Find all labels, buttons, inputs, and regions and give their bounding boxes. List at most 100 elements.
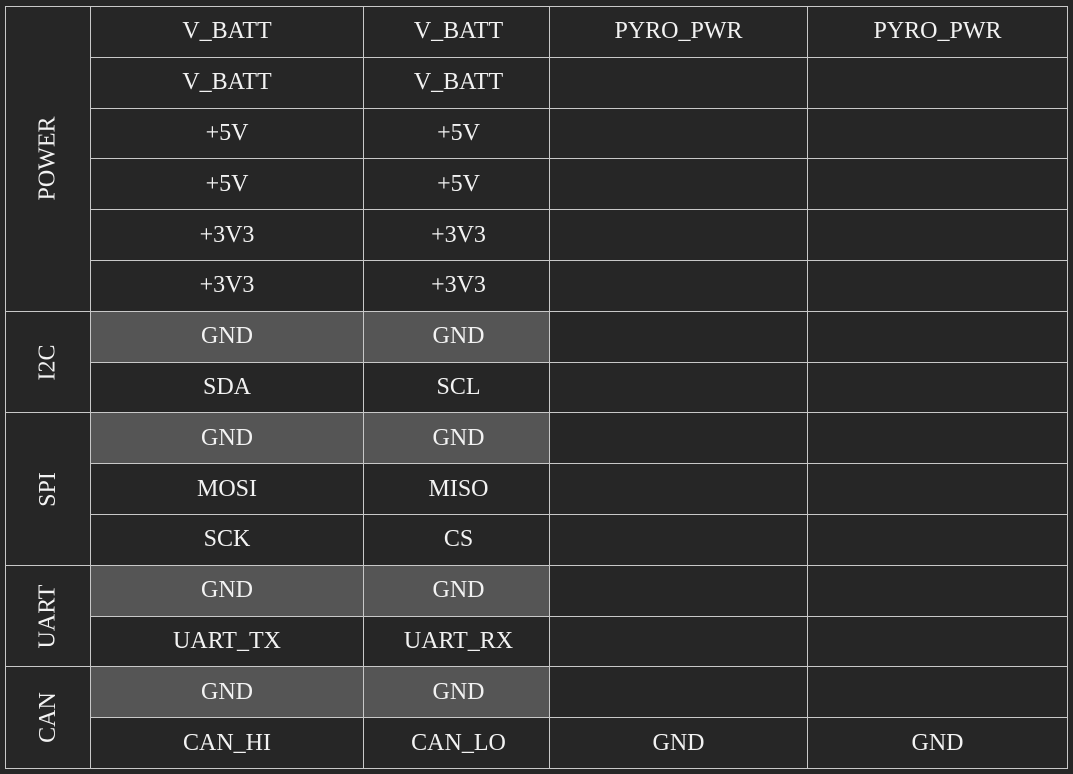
pin-name-cell: MOSI: [90, 463, 364, 515]
pin-row: SPI GND GND: [5, 412, 554, 566]
pin-row: CAN_HI CAN_LO: [6, 717, 554, 769]
pin-row: [549, 564, 1068, 617]
pin-name-cell: [807, 412, 1068, 465]
pin-row: PYRO_PWR PYRO_PWR: [549, 6, 1068, 58]
group-label-cell: I2C: [5, 310, 91, 414]
right-pinout-table: PYRO_PWR PYRO_PWR GND GND: [549, 6, 1068, 769]
pin-row: UART GND GND: [5, 564, 554, 668]
pin-name-cell: GND: [90, 412, 364, 465]
pin-name-cell: [807, 158, 1068, 211]
pin-name-cell: [549, 56, 808, 109]
pin-row: SDA SCL: [6, 361, 554, 414]
pin-row: [549, 158, 1068, 211]
pin-row: [549, 513, 1068, 566]
pin-name-cell: +3V3: [363, 209, 554, 261]
pin-name-cell: GND: [807, 717, 1068, 769]
pin-row: [549, 615, 1068, 668]
pin-name-cell: [807, 259, 1068, 312]
pin-name-cell: +3V3: [363, 259, 554, 312]
pin-name-cell: GND: [90, 564, 364, 617]
pin-name-cell: MISO: [363, 463, 554, 515]
group-label-cell: SPI: [5, 412, 91, 566]
pin-name-cell: [549, 158, 808, 211]
pin-name-cell: GND: [363, 412, 554, 465]
pin-name-cell: V_BATT: [363, 56, 554, 109]
pin-row: +3V3 +3V3: [6, 209, 554, 261]
pin-name-cell: [807, 513, 1068, 566]
pin-name-cell: GND: [363, 564, 554, 617]
pin-row: V_BATT V_BATT: [6, 56, 554, 109]
pin-row: [549, 107, 1068, 160]
pin-row: [549, 56, 1068, 109]
group-label: UART: [34, 584, 61, 649]
pin-name-cell: [549, 564, 808, 617]
left-pinout-table: POWER V_BATT V_BATT V_BATT V_BATT +5V +5V +5V +5…: [5, 6, 554, 769]
pin-name-cell: [807, 564, 1068, 617]
pin-name-cell: +5V: [90, 158, 364, 211]
pin-row: CAN GND GND: [5, 666, 554, 769]
pin-name-cell: [807, 361, 1068, 414]
pin-name-cell: [807, 310, 1068, 363]
pin-name-cell: [807, 209, 1068, 261]
pin-name-cell: [549, 310, 808, 363]
pin-row: POWER V_BATT V_BATT: [5, 6, 554, 312]
pin-name-cell: CAN_HI: [90, 717, 364, 769]
pin-name-cell: UART_RX: [363, 615, 554, 668]
pin-name-cell: [807, 666, 1068, 719]
pin-name-cell: [549, 615, 808, 668]
pin-name-cell: GND: [363, 310, 554, 363]
pin-name-cell: SCL: [363, 361, 554, 414]
pin-name-cell: [549, 209, 808, 261]
pin-name-cell: +5V: [363, 107, 554, 160]
pin-name-cell: GND: [549, 717, 808, 769]
group-label-cell: CAN: [5, 666, 91, 769]
pin-name-cell: GND: [90, 666, 364, 719]
group-label: POWER: [34, 116, 61, 201]
pin-name-cell: +5V: [363, 158, 554, 211]
pin-name-cell: V_BATT: [363, 6, 554, 58]
pin-row: [549, 666, 1068, 719]
pin-name-cell: +3V3: [90, 209, 364, 261]
pin-name-cell: +3V3: [90, 259, 364, 312]
pin-row: [549, 310, 1068, 363]
pin-row: [549, 209, 1068, 261]
pin-name-cell: PYRO_PWR: [807, 6, 1068, 58]
pin-row: +5V +5V: [6, 158, 554, 211]
group-label-cell: UART: [5, 564, 91, 668]
pin-row: [549, 259, 1068, 312]
pin-name-cell: GND: [363, 666, 554, 719]
pin-name-cell: UART_TX: [90, 615, 364, 668]
group-label-cell: POWER: [5, 6, 91, 312]
pin-name-cell: SCK: [90, 513, 364, 566]
pin-name-cell: V_BATT: [90, 56, 364, 109]
pin-name-cell: [549, 259, 808, 312]
pin-name-cell: SDA: [90, 361, 364, 414]
pin-name-cell: [549, 666, 808, 719]
group-label: I2C: [34, 344, 61, 381]
group-label: CAN: [34, 692, 61, 743]
right-pinout-body: PYRO_PWR PYRO_PWR GND GND: [549, 6, 1068, 769]
pin-name-cell: +5V: [90, 107, 364, 160]
pin-row: [549, 412, 1068, 465]
pin-name-cell: CAN_LO: [363, 717, 554, 769]
left-pinout-body: POWER V_BATT V_BATT V_BATT V_BATT +5V +5V +5V +5…: [5, 6, 554, 769]
pin-name-cell: [549, 513, 808, 566]
pin-row: [549, 463, 1068, 515]
pin-row: +3V3 +3V3: [6, 259, 554, 312]
pin-row: GND GND: [549, 717, 1068, 769]
pin-name-cell: CS: [363, 513, 554, 566]
pin-name-cell: V_BATT: [90, 6, 364, 58]
pin-row: I2C GND GND: [5, 310, 554, 414]
pin-name-cell: [549, 463, 808, 515]
pin-name-cell: [549, 412, 808, 465]
pin-name-cell: [549, 107, 808, 160]
pin-name-cell: [807, 56, 1068, 109]
pin-name-cell: [549, 361, 808, 414]
pin-name-cell: GND: [90, 310, 364, 363]
pin-name-cell: PYRO_PWR: [549, 6, 808, 58]
pin-name-cell: [807, 615, 1068, 668]
pin-name-cell: [807, 107, 1068, 160]
pin-name-cell: [807, 463, 1068, 515]
group-label: SPI: [34, 471, 61, 507]
pin-row: [549, 361, 1068, 414]
